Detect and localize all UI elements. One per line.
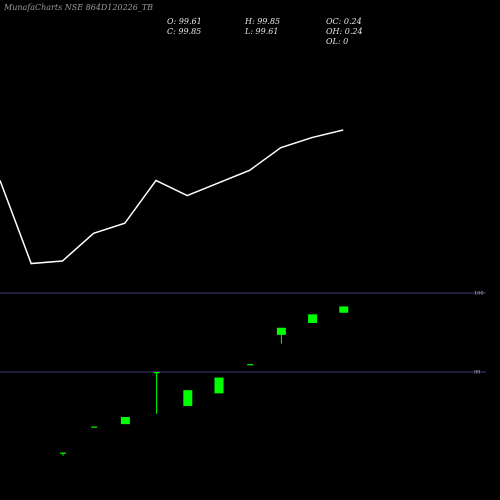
candle-body	[308, 314, 318, 324]
candle-1	[60, 452, 66, 456]
candle-body	[276, 327, 286, 335]
candle-body	[120, 417, 130, 425]
candle-4	[153, 372, 160, 414]
ol-value: OL: 0	[326, 37, 349, 46]
ohlc-open-close: O: 99.61 C: 99.85	[167, 17, 202, 37]
candle-2	[91, 426, 98, 428]
average-line-layer	[0, 129, 344, 265]
candle-10	[339, 306, 349, 313]
y-tick-label-99: 99	[474, 370, 480, 376]
candle-7	[247, 364, 254, 366]
high-value: H: 99.85	[245, 17, 281, 26]
grid-layer: 99 100	[0, 291, 486, 376]
open-value: O: 99.61	[167, 17, 202, 26]
average-line	[0, 129, 344, 265]
chart-title: MunafaCharts NSE 864D120226_TB	[4, 3, 153, 12]
ohlc-differences: OC: 0.24 OH: 0.24 OL: 0	[326, 17, 363, 47]
candle-layer	[60, 306, 349, 456]
title-part-4: 864D120226_TB	[85, 3, 154, 12]
title-part-1: Munafa	[4, 3, 35, 12]
oc-value: OC: 0.24	[326, 17, 362, 26]
candle-3	[120, 417, 130, 425]
candle-body	[153, 372, 160, 374]
candle-body	[247, 364, 254, 366]
close-value: C: 99.85	[167, 27, 202, 36]
ohlc-high-low: H: 99.85 L: 99.61	[245, 17, 280, 37]
title-part-2: Charts	[35, 3, 63, 12]
candle-body	[183, 390, 193, 406]
y-tick-label-100: 100	[474, 291, 484, 297]
candle-body	[339, 306, 349, 313]
candle-body	[91, 426, 98, 428]
candle-8	[276, 327, 286, 344]
candle-body	[60, 452, 66, 454]
candle-6	[214, 377, 224, 394]
candle-5	[183, 390, 193, 406]
title-part-3: NSE	[64, 3, 84, 12]
candle-9	[308, 314, 318, 324]
candle-body	[214, 377, 224, 394]
low-value: L: 99.61	[245, 27, 279, 36]
oh-value: OH: 0.24	[326, 27, 363, 36]
